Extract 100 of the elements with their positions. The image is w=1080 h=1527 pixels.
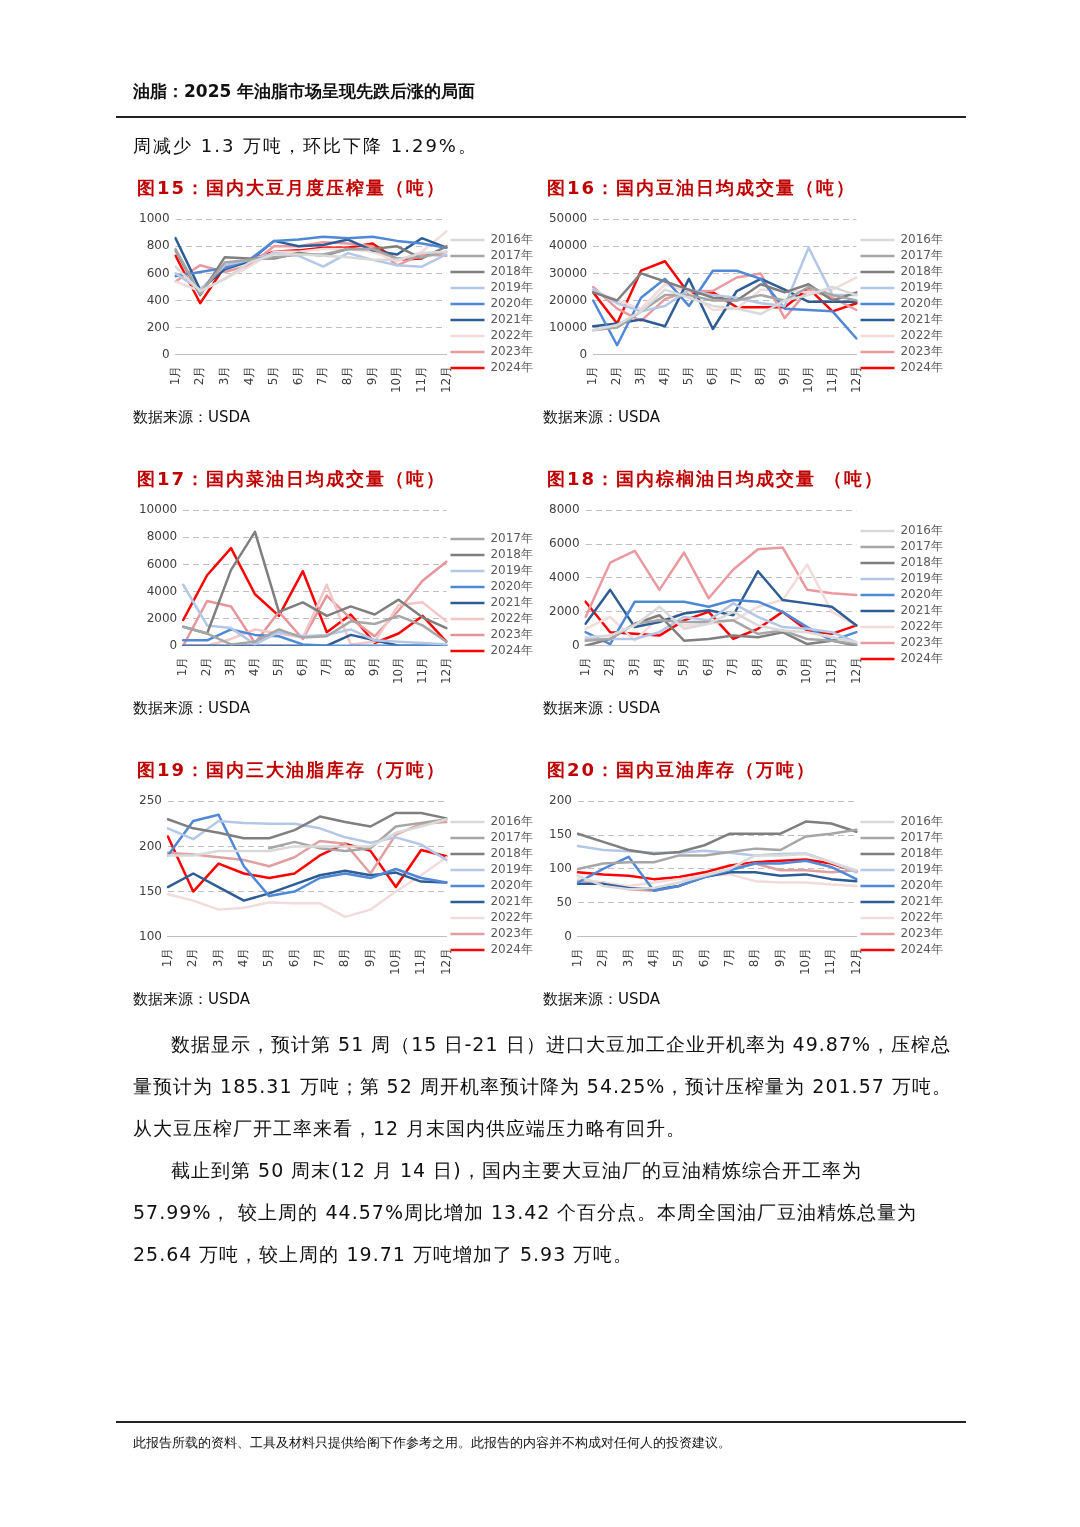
y-tick-label: 2000	[548, 603, 580, 618]
x-tick-label: 6月	[704, 365, 719, 386]
x-tick-label: 6月	[290, 365, 305, 386]
y-tick-label: 30000	[548, 265, 588, 280]
x-tick-label: 5月	[671, 947, 686, 968]
legend-label: 2018年	[490, 846, 534, 861]
x-tick-label: 11月	[823, 947, 838, 976]
y-tick-label: 40000	[548, 238, 588, 253]
y-tick-label: 200	[146, 319, 170, 334]
y-tick-label: 0	[169, 637, 178, 652]
y-tick-label: 100	[139, 928, 162, 943]
legend-label: 2024年	[490, 942, 534, 957]
x-tick-label: 12月	[438, 656, 453, 685]
legend-label: 2023年	[900, 635, 944, 650]
x-tick-label: 2月	[602, 656, 617, 677]
chart-title: 图20：国内豆油库存（万吨）	[547, 758, 818, 782]
x-tick-label: 7月	[318, 656, 333, 677]
legend-label: 2022年	[490, 910, 534, 925]
source-note: 数据来源：USDA	[543, 408, 662, 427]
legend-label: 2021年	[900, 894, 944, 909]
x-tick-label: 7月	[315, 365, 330, 386]
legend-label: 2023年	[490, 627, 534, 642]
legend-label: 2018年	[900, 264, 944, 279]
x-tick-label: 4月	[657, 365, 672, 386]
source-note: 数据来源：USDA	[133, 699, 252, 718]
x-tick-label: 3月	[223, 656, 238, 677]
y-tick-label: 400	[146, 292, 170, 307]
x-tick-label: 12月	[848, 947, 863, 976]
y-tick-label: 100	[549, 861, 572, 876]
legend-label: 2024年	[900, 360, 944, 375]
x-tick-label: 8月	[752, 365, 767, 386]
text: 周减少 1.3 万吨，环比下降 1.29%。	[133, 134, 478, 158]
y-tick-label: 150	[549, 827, 572, 842]
x-tick-label: 2月	[192, 365, 207, 386]
x-tick-label: 8月	[750, 656, 765, 677]
chart-title: 图18：国内棕榈油日均成交量 （吨）	[547, 467, 886, 491]
legend-label: 2022年	[490, 328, 534, 343]
x-tick-label: 1月	[585, 365, 600, 386]
x-tick-label: 9月	[366, 656, 381, 677]
legend-label: 2018年	[490, 547, 534, 562]
x-tick-label: 3月	[626, 656, 641, 677]
x-tick-label: 9月	[776, 365, 791, 386]
legend-label: 2019年	[490, 563, 534, 578]
legend-label: 2017年	[900, 248, 944, 263]
legend-label: 2016年	[900, 814, 944, 829]
legend-label: 2017年	[900, 830, 944, 845]
legend-label: 2024年	[490, 360, 534, 375]
x-tick-label: 12月	[848, 656, 863, 685]
source-note: 数据来源：USDA	[133, 990, 252, 1009]
legend-label: 2023年	[900, 344, 944, 359]
x-tick-label: 8月	[337, 947, 352, 968]
y-tick-label: 600	[146, 265, 170, 280]
legend-label: 2021年	[900, 312, 944, 327]
y-tick-label: 0	[564, 928, 572, 943]
x-tick-label: 7月	[721, 947, 736, 968]
x-tick-label: 3月	[210, 947, 225, 968]
x-tick-label: 10月	[797, 947, 812, 976]
legend-label: 2016年	[900, 232, 944, 247]
x-tick-label: 9月	[772, 947, 787, 968]
chart-title: 图16：国内豆油日均成交量（吨）	[547, 176, 858, 200]
legend-label: 2018年	[900, 846, 944, 861]
x-tick-label: 10月	[390, 656, 405, 685]
x-tick-label: 6月	[700, 656, 715, 677]
legend-label: 2016年	[490, 814, 534, 829]
x-tick-label: 11月	[413, 365, 428, 394]
legend-label: 2018年	[900, 555, 944, 570]
legend-label: 2019年	[490, 862, 534, 877]
y-tick-label: 50000	[548, 211, 588, 226]
legend-label: 2019年	[900, 862, 944, 877]
x-tick-label: 2月	[199, 656, 214, 677]
legend-label: 2019年	[490, 280, 534, 295]
legend-label: 2016年	[490, 232, 534, 247]
x-tick-label: 9月	[774, 656, 789, 677]
legend-label: 2020年	[490, 579, 534, 594]
x-tick-label: 10月	[800, 365, 815, 394]
legend-label: 2019年	[900, 571, 944, 586]
legend-label: 2021年	[490, 894, 534, 909]
x-tick-label: 2月	[185, 947, 200, 968]
x-tick-label: 5月	[271, 656, 286, 677]
text: 油脂：2025 年油脂市场呈现先跌后涨的局面	[133, 80, 476, 103]
x-tick-label: 7月	[728, 365, 743, 386]
x-tick-label: 8月	[340, 365, 355, 386]
legend-label: 2019年	[900, 280, 944, 295]
x-tick-label: 11月	[413, 947, 428, 976]
x-tick-label: 3月	[620, 947, 635, 968]
y-tick-label: 10000	[548, 319, 588, 334]
legend-label: 2023年	[900, 926, 944, 941]
x-tick-label: 3月	[633, 365, 648, 386]
legend-label: 2017年	[490, 531, 534, 546]
x-tick-label: 1月	[175, 656, 190, 677]
x-tick-label: 5月	[266, 365, 281, 386]
x-tick-label: 3月	[216, 365, 231, 386]
x-tick-label: 1月	[167, 365, 182, 386]
x-tick-label: 2月	[595, 947, 610, 968]
legend-label: 2021年	[490, 595, 534, 610]
x-tick-label: 6月	[286, 947, 301, 968]
chart-title: 图17：国内菜油日均成交量（吨）	[137, 467, 448, 491]
x-tick-label: 12月	[848, 365, 863, 394]
x-tick-label: 10月	[387, 947, 402, 976]
y-tick-label: 10000	[138, 502, 178, 517]
